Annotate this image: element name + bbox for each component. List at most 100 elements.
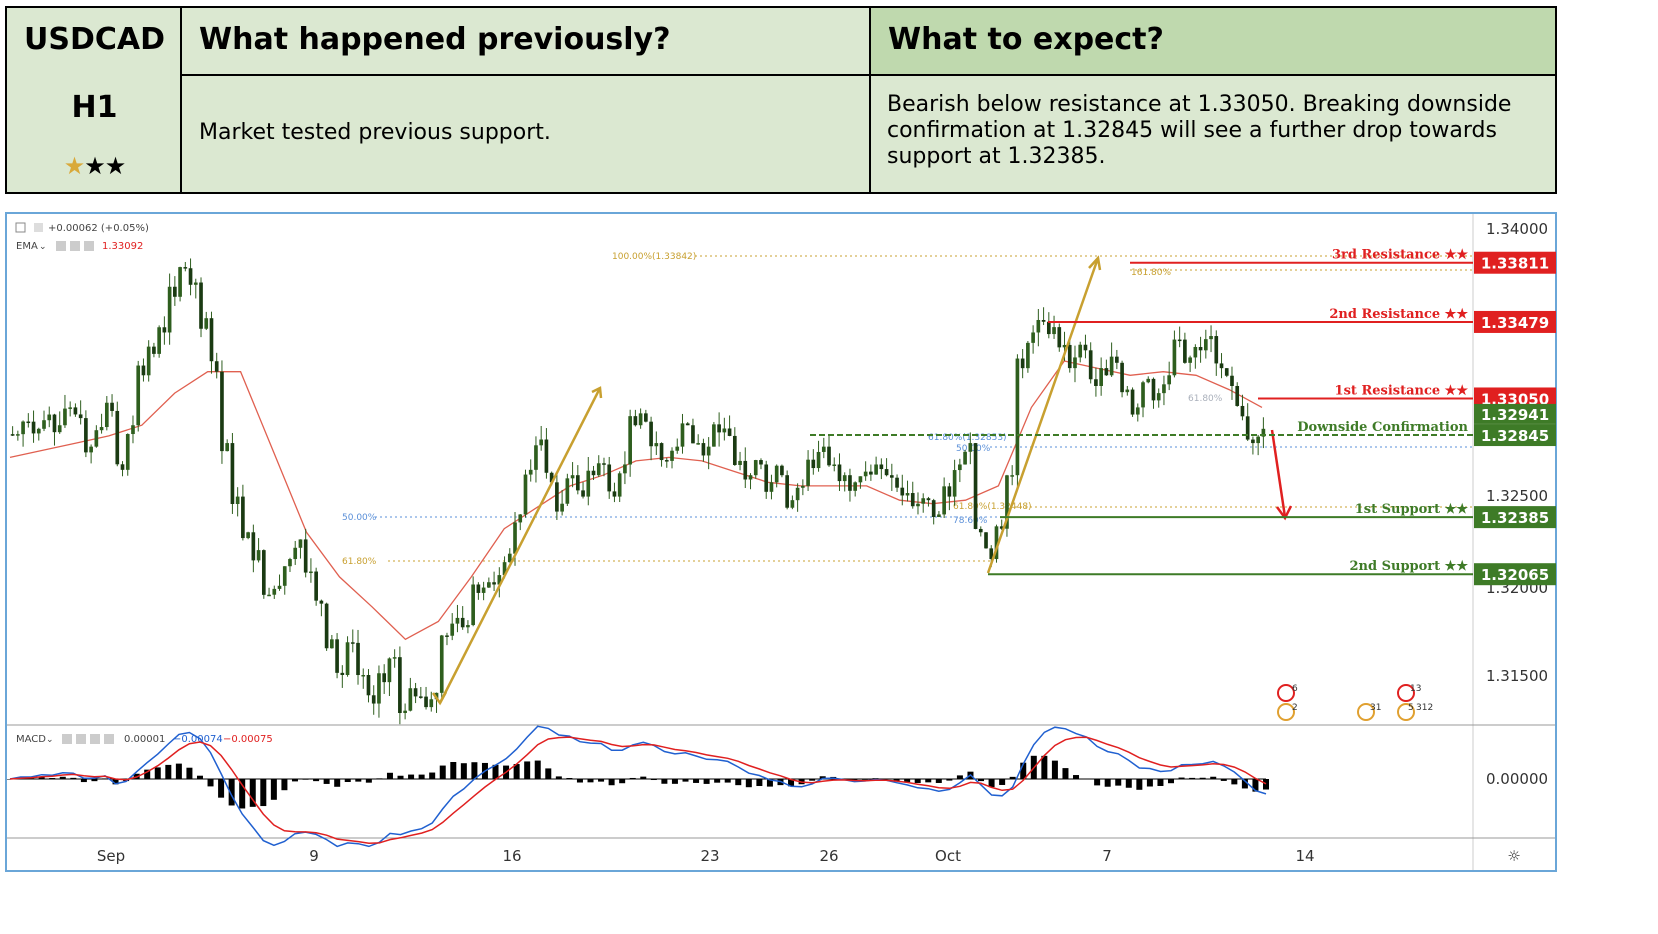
candle-body	[382, 673, 387, 683]
settings-gear-icon[interactable]	[76, 734, 86, 744]
candle-body	[727, 428, 732, 436]
candle	[21, 420, 25, 447]
macd-label[interactable]: MACD	[16, 734, 46, 745]
level-2nd-resistance[interactable]: 2nd Resistance ★★ 1.33479	[1048, 307, 1556, 333]
candle-body	[1256, 436, 1260, 444]
candle-body	[628, 416, 632, 465]
macd-histogram-bar	[1252, 779, 1259, 792]
candle-body	[1031, 332, 1035, 343]
candle-body	[978, 528, 983, 533]
candle-body	[1230, 375, 1234, 386]
level-downside-confirmation[interactable]: Downside Confirmation 1.32845	[810, 420, 1556, 447]
candle	[1046, 312, 1051, 339]
candle	[460, 606, 465, 630]
key-levels[interactable]: 3rd Resistance ★★ 1.33811 2nd Resistance ★…	[810, 248, 1556, 586]
candle-body	[633, 416, 638, 426]
usa-flag-icon[interactable]	[1277, 703, 1295, 721]
chevron-down-icon[interactable]: ⌄	[39, 242, 47, 252]
chart-frame[interactable]	[5, 212, 1557, 872]
settings-gear-icon[interactable]	[70, 241, 80, 251]
macd-histogram-bar	[218, 779, 225, 798]
candlesticks[interactable]	[10, 258, 1266, 725]
canada-flag-icon[interactable]	[1277, 684, 1295, 702]
candle	[1224, 368, 1229, 378]
level-1st-support[interactable]: 1st Support ★★ 1.32385	[1000, 502, 1556, 529]
macd-histogram-bar	[291, 779, 298, 782]
y-axis[interactable]: 1.34000 1.32500 1.32000 1.31500 0.00000	[1486, 220, 1548, 788]
macd-histogram-bar	[270, 779, 277, 800]
candle-body	[691, 425, 695, 444]
candle-body	[1125, 389, 1130, 393]
chevron-down-icon[interactable]: ⌄	[46, 735, 54, 745]
candle-body	[1094, 379, 1098, 386]
usa-flag-icon[interactable]	[1357, 703, 1375, 721]
candle-body	[910, 493, 915, 507]
candle-body	[853, 482, 858, 491]
candle-body	[146, 346, 151, 376]
macd-histogram-bar	[1178, 777, 1185, 780]
candle	[309, 558, 313, 583]
trend-arrow-up	[438, 387, 602, 704]
candle	[1162, 375, 1166, 406]
candle-body	[220, 371, 224, 452]
macd-histogram-bar	[450, 762, 457, 780]
candle-body	[612, 491, 617, 497]
candle-body	[539, 439, 544, 446]
candle	[999, 519, 1004, 531]
candle	[47, 406, 52, 428]
candle	[586, 456, 591, 506]
candle-body	[832, 464, 837, 466]
candle-body	[586, 470, 591, 497]
candle	[633, 409, 638, 427]
macd-signal-value: −0.00074	[173, 734, 223, 745]
collapse-icon[interactable]	[15, 222, 26, 233]
settings-gear-icon[interactable]	[90, 734, 100, 744]
candle-body	[340, 672, 345, 675]
candle	[863, 461, 868, 481]
x-axis[interactable]: Sep 9 16 23 26 Oct 7 14 ☼	[97, 847, 1521, 865]
candle-body	[806, 459, 810, 486]
candle	[774, 464, 779, 488]
arrow-head	[591, 386, 603, 399]
level-3rd-resistance[interactable]: 3rd Resistance ★★ 1.33811	[1130, 248, 1556, 274]
candle-body	[1078, 344, 1083, 358]
price-tag	[1474, 310, 1556, 333]
eye-icon[interactable]	[62, 734, 72, 744]
eye-icon[interactable]	[56, 241, 66, 251]
candle	[131, 415, 135, 444]
candle	[664, 457, 669, 468]
candle-body	[712, 424, 716, 447]
candle	[1036, 308, 1041, 347]
candle-body	[591, 470, 596, 476]
macd-pane[interactable]	[7, 725, 1269, 848]
close-icon[interactable]	[104, 734, 114, 744]
macd-histogram-bar	[376, 778, 383, 780]
settings-gear-icon[interactable]: ☼	[1507, 847, 1520, 865]
price-tag-value: 1.33811	[1481, 255, 1549, 273]
candle	[607, 456, 612, 499]
macd-histogram-bar	[1083, 778, 1090, 780]
eye-icon[interactable]	[34, 223, 43, 232]
candle	[256, 538, 261, 563]
candle-body	[1005, 475, 1009, 529]
level-2nd-support[interactable]: 2nd Support ★★ 1.32065	[988, 559, 1556, 586]
price-tag-value: 1.32941	[1481, 406, 1549, 424]
close-icon[interactable]	[84, 241, 94, 251]
candle	[575, 465, 580, 495]
macd-histogram-bar	[914, 779, 921, 783]
candle-body	[366, 675, 371, 696]
event-markers[interactable]: 6 2 31 13 5 312	[1277, 684, 1433, 721]
fib-overlay[interactable]: 100.00%(1.33842) 161.80% 50.00% 61.80% 6…	[342, 252, 1473, 567]
chart-legend: +0.00062 (+0.05%) EMA ⌄ 1.33092	[15, 222, 149, 252]
ema-label[interactable]: EMA	[16, 241, 38, 252]
candle	[544, 428, 549, 479]
usa-flag-icon[interactable]	[1397, 703, 1415, 721]
candle	[136, 360, 141, 432]
canada-flag-icon[interactable]	[1397, 684, 1415, 702]
candle-body	[1251, 439, 1255, 444]
macd-histogram-bar	[1115, 779, 1122, 786]
candle	[288, 557, 292, 572]
candle-body	[392, 657, 397, 659]
candle-body	[565, 478, 570, 504]
